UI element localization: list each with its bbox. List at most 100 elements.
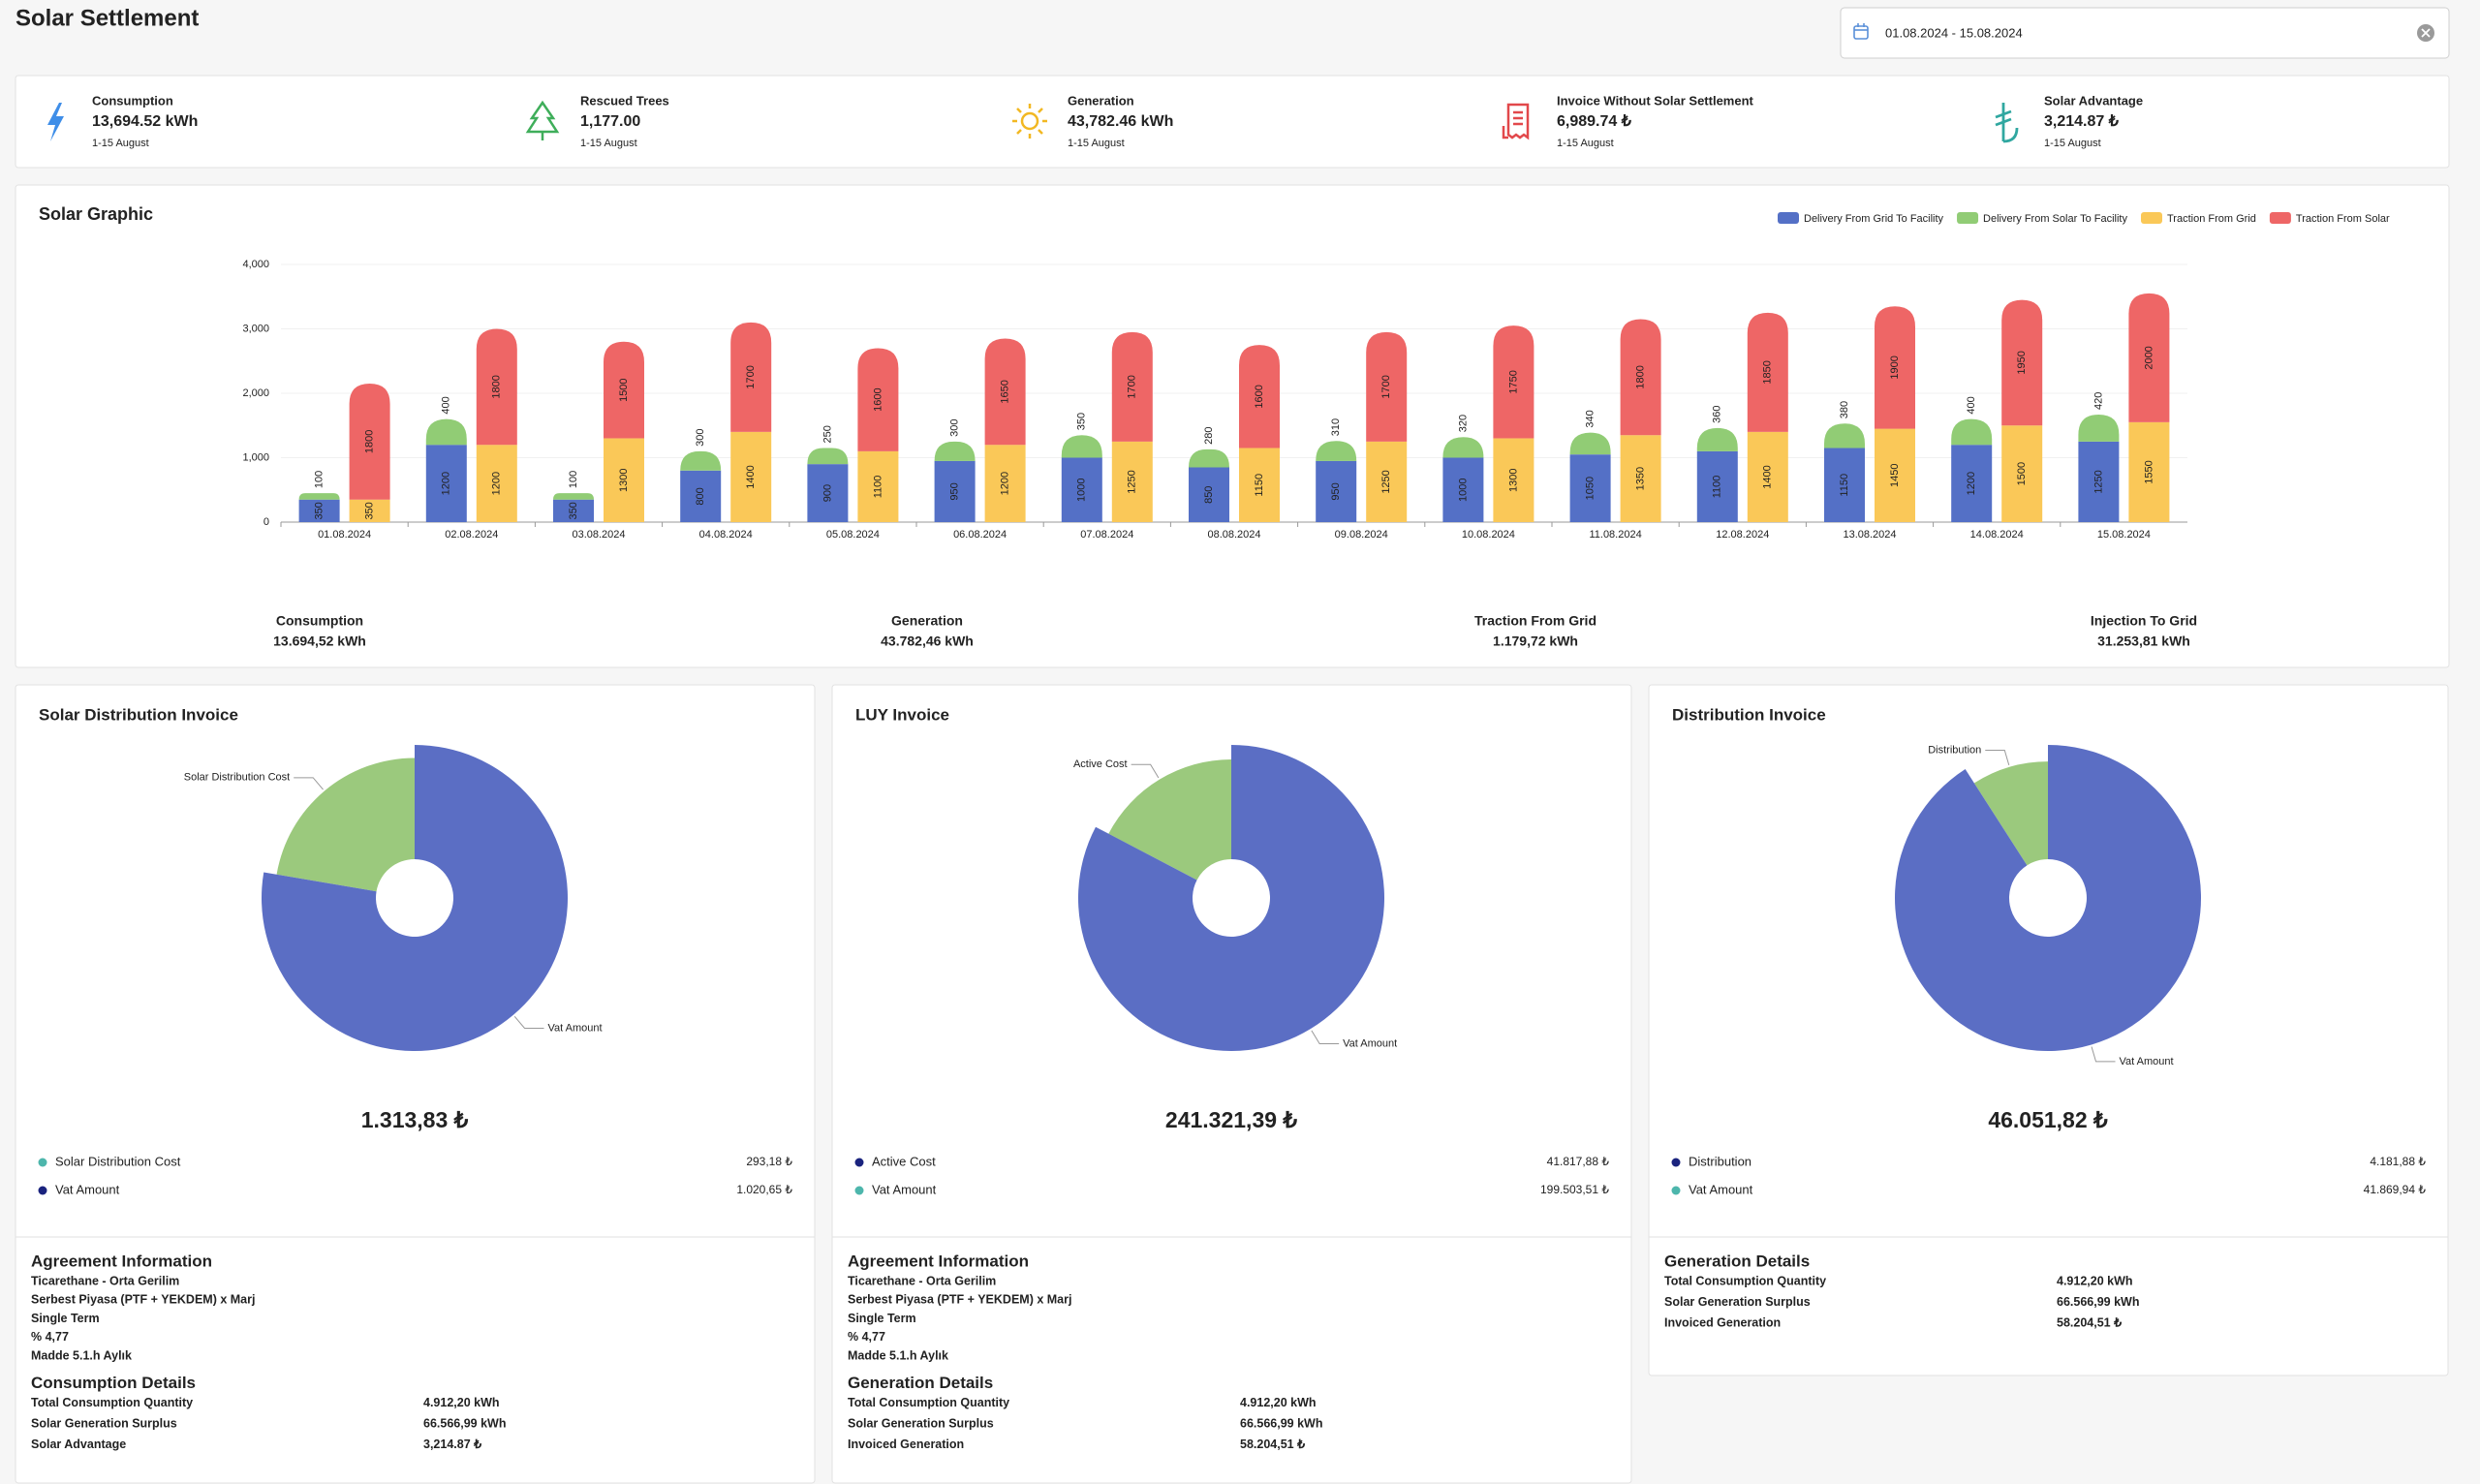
bar-segment (553, 493, 594, 500)
data-label: 1100 (1712, 476, 1723, 499)
section-title: Generation Details (1664, 1252, 1810, 1270)
summary-label: Injection To Grid (2091, 613, 2197, 629)
clear-button[interactable] (2417, 24, 2434, 42)
summary-value: 13.694,52 kWh (273, 634, 366, 649)
bar-segment (1620, 319, 1661, 436)
y-tick-label: 2,000 (242, 387, 269, 399)
x-tick-label: 15.08.2024 (2097, 529, 2151, 541)
bar-segment (857, 450, 899, 522)
data-label: 100 (314, 471, 326, 488)
detail-label: Solar Generation Surplus (1664, 1295, 1811, 1309)
date-box[interactable] (1840, 7, 2450, 59)
legend-swatch (1957, 212, 1979, 224)
detail-label: Solar Generation Surplus (848, 1416, 994, 1430)
summary-label: Consumption (276, 613, 363, 629)
x-tick-label: 12.08.2024 (1716, 529, 1769, 541)
data-label: 1400 (745, 465, 757, 488)
card-title: Distribution Invoice (1672, 705, 1826, 724)
legend-name: Distribution (1689, 1154, 1752, 1168)
x-tick-label: 05.08.2024 (826, 529, 880, 541)
data-label: 1550 (2143, 460, 2154, 483)
x-tick-label: 02.08.2024 (445, 529, 498, 541)
data-label: 1600 (1254, 385, 1265, 408)
kpi-label: Solar Advantage (2044, 93, 2143, 108)
bar-segment (553, 499, 594, 522)
date-picker[interactable]: 01.08.2024 - 15.08.2024 (1840, 7, 2450, 59)
detail-label: Invoiced Generation (848, 1438, 964, 1451)
kpi-label: Consumption (92, 93, 173, 108)
label-line (1131, 763, 1160, 779)
legend-name: Solar Distribution Cost (55, 1154, 181, 1168)
data-label: 2000 (2143, 346, 2154, 369)
data-label: 1850 (1762, 360, 1774, 384)
data-label: 1800 (491, 375, 503, 398)
data-label: 280 (1203, 426, 1215, 444)
bar-segment (1569, 432, 1611, 455)
y-tick-label: 0 (264, 516, 269, 528)
x-tick-label: 04.08.2024 (699, 529, 753, 541)
kpi-label: Generation (1068, 93, 1134, 108)
detail-label: Total Consumption Quantity (31, 1396, 193, 1409)
bar-segment (1747, 431, 1788, 522)
bar-segment (1620, 435, 1661, 522)
detail-value: 4.912,20 kWh (2057, 1274, 2133, 1287)
data-label: 950 (949, 482, 961, 500)
invoice-total: 1.313,83 ₺ (361, 1107, 469, 1132)
bar-segment (1239, 448, 1280, 522)
x-tick-label: 10.08.2024 (1462, 529, 1515, 541)
label-line (2091, 1046, 2116, 1063)
section-title: Agreement Information (848, 1252, 1029, 1270)
data-label: 1300 (618, 469, 630, 492)
detail-value: 66.566,99 kWh (1240, 1416, 1322, 1430)
bar-segment (1061, 435, 1102, 458)
legend-dot (854, 1158, 864, 1167)
calendar-icon (1853, 23, 1869, 40)
lightning-icon (47, 103, 64, 141)
x-tick-label: 01.08.2024 (318, 529, 371, 541)
summary-value: 43.782,46 kWh (881, 634, 974, 649)
legend-swatch (2269, 212, 2291, 224)
kpi-card (15, 75, 2450, 169)
invoice-card (831, 684, 1632, 1484)
bar-segment (425, 418, 467, 446)
sun-icon (1012, 104, 1047, 139)
bar-segment (857, 348, 899, 451)
legend-name: Vat Amount (1689, 1182, 1753, 1196)
agreement-line: Single Term (848, 1312, 916, 1325)
legend-name: Active Cost (872, 1154, 936, 1168)
data-label: 300 (695, 428, 706, 446)
kpi-value: 3,214.87 ₺ (2044, 113, 2120, 130)
section-title: Generation Details (848, 1374, 993, 1392)
data-label: 250 (822, 425, 833, 443)
pie-slice (1895, 745, 2201, 1052)
data-label: 1400 (1762, 465, 1774, 488)
legend-label: Traction From Solar (2296, 213, 2390, 225)
x-tick-label: 07.08.2024 (1080, 529, 1133, 541)
kpi-period: 1-15 August (92, 138, 149, 149)
data-label: 1250 (1380, 470, 1392, 493)
data-label: 380 (1839, 401, 1850, 418)
data-label: 1250 (1127, 470, 1138, 493)
bar-segment (1316, 441, 1357, 461)
bar-segment (1824, 448, 1865, 522)
agreement-line: Ticarethane - Orta Gerilim (31, 1274, 179, 1287)
data-label: 310 (1330, 418, 1342, 436)
x-tick-label: 13.08.2024 (1843, 529, 1896, 541)
bar-segment (1875, 306, 1915, 429)
agreement-line: Serbest Piyasa (PTF + YEKDEM) x Marj (848, 1293, 1071, 1307)
data-label: 1650 (1000, 380, 1011, 403)
data-label: 350 (1076, 413, 1088, 430)
legend-swatch (2141, 212, 2162, 224)
pie-slice (1973, 761, 2048, 866)
label-line (1985, 749, 2010, 765)
agreement-line: Madde 5.1.h Aylık (31, 1348, 132, 1362)
kpi-value: 13,694.52 kWh (92, 113, 198, 130)
bar-segment (2128, 421, 2170, 522)
slice-label: Solar Distribution Cost (184, 772, 290, 784)
bar-segment (807, 464, 849, 522)
data-label: 1500 (618, 378, 630, 401)
data-label: 420 (2092, 392, 2104, 410)
legend-name: Vat Amount (55, 1182, 120, 1196)
slice-label: Vat Amount (1343, 1037, 1397, 1049)
agreement-line: % 4,77 (31, 1330, 69, 1344)
